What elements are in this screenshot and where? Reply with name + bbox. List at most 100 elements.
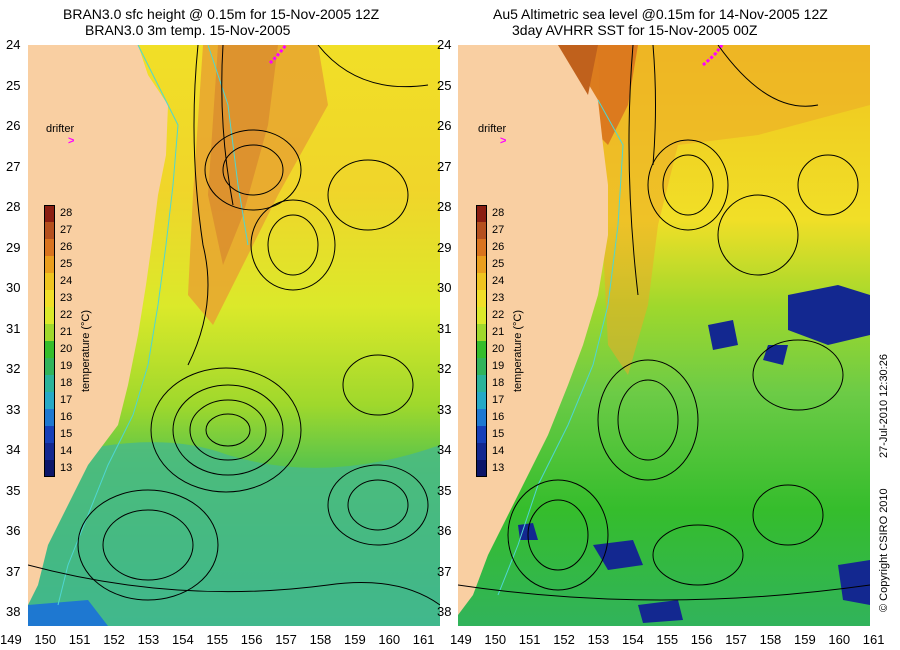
lat-tick-label: 27 <box>6 158 21 174</box>
drifter-label-left: drifter <box>46 123 75 135</box>
lon-tick-label: 152 <box>553 632 575 647</box>
drifter-marker-right: > <box>500 135 507 147</box>
colorbar-swatch <box>476 460 487 477</box>
colorbar-tick-label: 14 <box>492 445 505 457</box>
colorbar-swatch <box>44 307 55 324</box>
colorbar-swatch <box>44 341 55 358</box>
colorbar-tick-label: 26 <box>492 241 505 253</box>
colorbar-tick-label: 27 <box>492 224 505 236</box>
colorbar-tick-label: 22 <box>492 309 505 321</box>
lat-tick-label: 33 <box>437 401 452 417</box>
colorbar-tick-label: 22 <box>60 309 73 321</box>
lat-tick-label: 32 <box>437 361 452 376</box>
lon-tick-label: 149 <box>0 632 22 647</box>
right-map-panel <box>458 45 870 626</box>
lon-tick-label: 160 <box>828 632 851 647</box>
colorbar-tick-label: 21 <box>492 326 505 338</box>
colorbar-tick-label: 25 <box>60 258 73 270</box>
colorbar-tick-label: 18 <box>60 377 73 389</box>
colorbar-swatch <box>476 239 487 256</box>
right-title-line1: Au5 Altimetric sea level @0.15m for 14-N… <box>493 6 828 22</box>
lat-tick-label: 36 <box>6 523 21 538</box>
lat-tick-label: 28 <box>6 199 21 214</box>
lon-tick-label: 161 <box>862 632 885 647</box>
left-map-svg <box>28 45 440 626</box>
lon-tick-label: 151 <box>518 632 541 647</box>
colorbar-swatch <box>44 222 55 239</box>
lon-tick-label: 153 <box>137 632 160 647</box>
colorbar-tick-label: 27 <box>60 224 73 236</box>
colorbar-tick-label: 26 <box>60 241 73 253</box>
colorbar-swatch <box>476 375 487 392</box>
lon-tick-label: 154 <box>172 632 194 647</box>
lat-tick-label: 27 <box>437 158 452 174</box>
lat-tick-label: 34 <box>437 442 452 457</box>
lon-tick-label: 152 <box>103 632 125 647</box>
colorbar-tick-label: 17 <box>492 394 505 406</box>
colorbar-swatch <box>476 358 487 375</box>
lon-tick-label: 159 <box>344 632 366 647</box>
lat-tick-label: 35 <box>6 482 21 498</box>
colorbar-tick-label: 15 <box>60 428 73 440</box>
lon-tick-label: 149 <box>450 632 472 647</box>
lon-tick-label: 160 <box>378 632 401 647</box>
colorbar-swatch <box>44 443 55 460</box>
left-title-line1: BRAN3.0 sfc height @ 0.15m for 15-Nov-20… <box>63 6 380 22</box>
cold-patches <box>518 285 870 623</box>
sea-height-contours <box>458 45 870 601</box>
lon-tick-label: 150 <box>484 632 507 647</box>
lat-tick-label: 24 <box>6 37 21 52</box>
lon-tick-label: 155 <box>206 632 229 647</box>
colorbar-swatch <box>44 392 55 409</box>
lat-tick-label: 32 <box>6 361 21 376</box>
lat-tick-label: 29 <box>437 239 452 255</box>
colorbar-swatch <box>476 443 487 460</box>
lat-tick-label: 37 <box>6 563 21 579</box>
colorbar-swatch <box>44 205 55 222</box>
colorbar-tick-label: 23 <box>60 292 73 304</box>
lat-tick-label: 33 <box>6 401 21 417</box>
colorbar-tick-label: 20 <box>60 343 73 355</box>
colorbar-tick-label: 19 <box>60 360 73 372</box>
colorbar-swatch <box>476 273 487 290</box>
lat-tick-label: 35 <box>437 482 452 498</box>
colorbar-swatch <box>44 460 55 477</box>
colorbar-swatch <box>476 324 487 341</box>
colorbar-swatch <box>476 290 487 307</box>
cool-water <box>28 442 440 626</box>
colorbar-tick-label: 16 <box>60 411 73 423</box>
lat-tick-label: 31 <box>6 320 21 336</box>
lat-tick-label: 38 <box>6 604 21 619</box>
warm-current <box>598 45 870 375</box>
lat-tick-label: 26 <box>6 118 21 133</box>
lat-tick-label: 37 <box>437 563 452 579</box>
drifter-marker-left: > <box>68 135 75 147</box>
colorbar-tick-label: 18 <box>492 377 505 389</box>
colorbar-swatch <box>44 375 55 392</box>
lat-tick-label: 29 <box>6 239 21 255</box>
lon-tick-label: 158 <box>759 632 782 647</box>
colorbar-swatch <box>476 392 487 409</box>
colorbar-tick-label: 15 <box>492 428 505 440</box>
lat-tick-label: 25 <box>437 77 452 93</box>
lat-tick-label: 30 <box>437 280 452 295</box>
lon-tick-label: 157 <box>725 632 747 647</box>
colorbar-tick-label: 21 <box>60 326 73 338</box>
right-title-line2: 3day AVHRR SST for 15-Nov-2005 00Z <box>512 22 758 38</box>
timestamp-text: 27-Jul-2010 12:30:26 <box>878 354 890 458</box>
lat-tick-label: 30 <box>6 280 21 295</box>
copyright-text: © Copyright CSIRO 2010 <box>878 488 890 612</box>
colorbar-title: temperature (°C) <box>80 309 92 392</box>
colorbar-swatch <box>476 307 487 324</box>
australia-land <box>28 45 168 605</box>
lon-tick-label: 153 <box>587 632 610 647</box>
colorbar-tick-label: 23 <box>492 292 505 304</box>
sea-height-contours <box>28 45 440 606</box>
colorbar-swatch <box>476 409 487 426</box>
lat-tick-label: 31 <box>437 320 452 336</box>
colorbar-swatch <box>44 256 55 273</box>
lon-tick-label: 157 <box>275 632 297 647</box>
colorbar-swatch <box>44 324 55 341</box>
left-title-line2: BRAN3.0 3m temp. 15-Nov-2005 <box>85 22 291 38</box>
colorbar-tick-label: 13 <box>60 462 73 474</box>
